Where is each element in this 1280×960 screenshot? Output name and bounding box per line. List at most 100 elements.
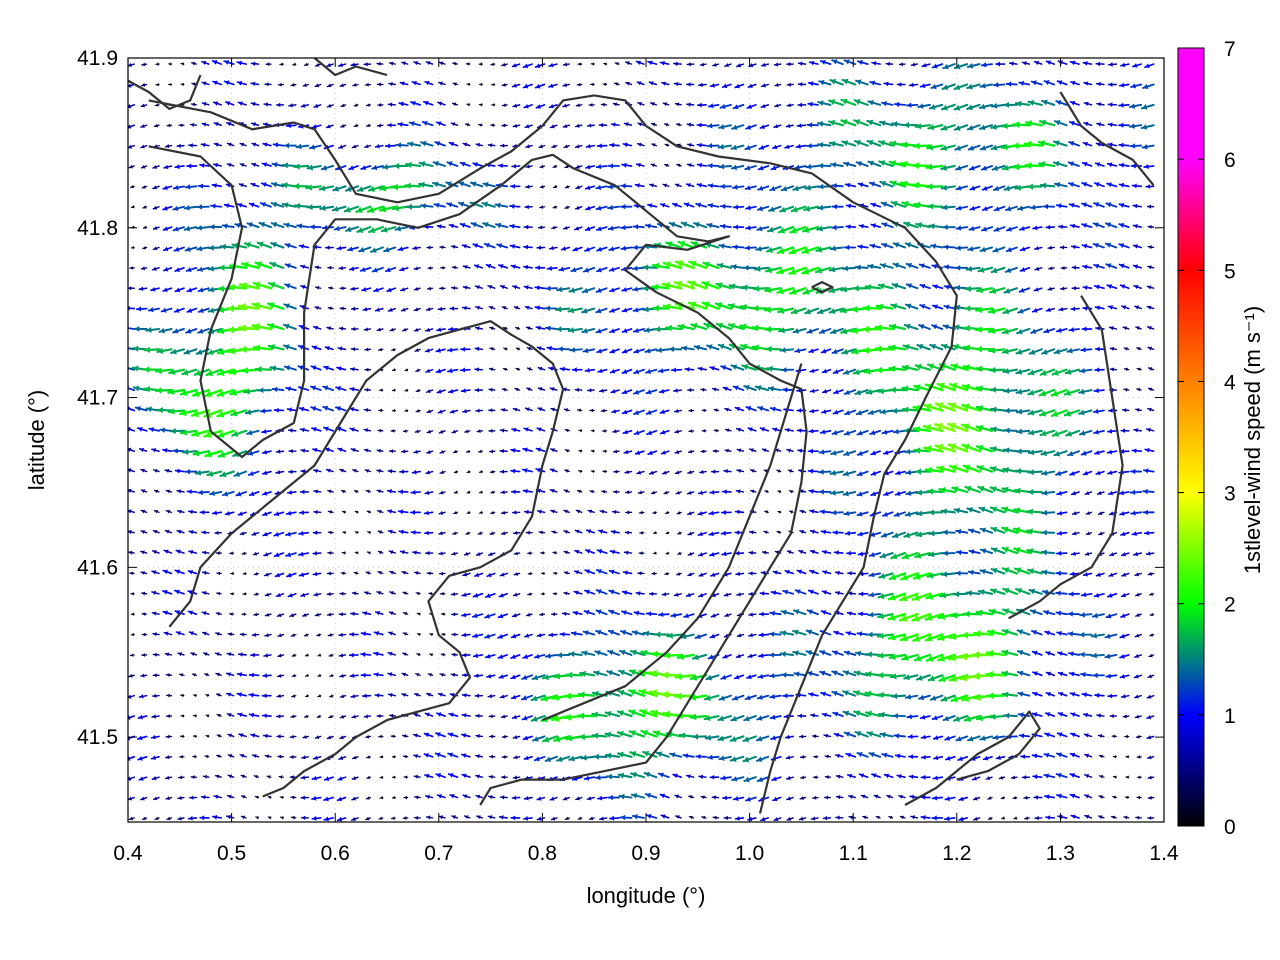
wind-vector xyxy=(551,144,558,149)
wind-vector xyxy=(759,427,770,432)
wind-vector xyxy=(500,407,508,413)
wind-vector xyxy=(789,287,807,295)
wind-vector xyxy=(489,469,496,474)
wind-vector xyxy=(398,101,409,107)
wind-vector xyxy=(1003,185,1018,192)
wind-vector xyxy=(1023,795,1030,800)
wind-vector xyxy=(1096,490,1105,496)
wind-vector xyxy=(580,754,596,761)
wind-vector xyxy=(879,552,894,559)
wind-vector xyxy=(348,165,359,171)
wind-vector xyxy=(818,489,832,495)
wind-vector xyxy=(745,205,757,211)
wind-vector xyxy=(888,323,907,331)
wind-vector xyxy=(1133,694,1142,699)
wind-vector xyxy=(310,365,322,371)
wind-vector xyxy=(536,346,546,351)
wind-vector xyxy=(1112,775,1117,779)
wind-vector xyxy=(152,529,160,534)
wind-vector xyxy=(473,264,484,269)
wind-vector xyxy=(710,469,720,474)
wind-vector xyxy=(537,387,546,392)
wind-vector xyxy=(488,367,496,372)
wind-vector xyxy=(363,714,372,719)
wind-vector xyxy=(271,162,285,168)
wind-vector xyxy=(511,795,521,800)
wind-vector xyxy=(337,62,347,68)
wind-vector xyxy=(366,123,372,128)
wind-vector xyxy=(620,224,633,231)
wind-vector xyxy=(1070,712,1080,717)
wind-vector xyxy=(474,367,484,372)
wind-vector xyxy=(448,223,459,229)
y-axis-title: latitude (°) xyxy=(24,390,49,491)
wind-vector xyxy=(720,365,732,371)
wind-vector xyxy=(323,816,334,822)
wind-vector xyxy=(499,694,508,699)
wind-vector xyxy=(238,282,260,290)
wind-vector xyxy=(523,427,533,432)
wind-vector xyxy=(137,755,148,761)
wind-vector xyxy=(1014,100,1031,107)
wind-vector xyxy=(253,571,260,576)
wind-vector xyxy=(964,485,981,494)
wind-vector xyxy=(300,448,310,453)
wind-vector xyxy=(1078,367,1093,374)
wind-vector xyxy=(441,632,446,637)
wind-vector xyxy=(290,815,297,820)
wind-vector xyxy=(367,531,371,535)
wind-vector xyxy=(685,183,695,188)
wind-vector xyxy=(1002,466,1018,474)
wind-vector xyxy=(664,510,670,515)
wind-vector xyxy=(1118,162,1130,168)
wind-vector xyxy=(1024,162,1043,169)
wind-vector xyxy=(912,425,932,433)
wind-vector xyxy=(389,591,396,595)
wind-vector xyxy=(498,815,508,820)
wind-vector xyxy=(186,489,198,495)
wind-vector xyxy=(1008,61,1018,66)
wind-vector xyxy=(892,428,906,435)
wind-vector xyxy=(719,103,732,110)
wind-vector xyxy=(744,694,757,701)
wind-vector xyxy=(910,815,919,820)
wind-vector xyxy=(391,775,396,779)
wind-vector xyxy=(256,241,273,249)
wind-vector xyxy=(768,631,782,637)
wind-vector xyxy=(903,323,919,331)
wind-vector xyxy=(578,733,596,741)
wind-vector xyxy=(1027,449,1043,456)
wind-vector xyxy=(244,409,260,416)
wind-vector xyxy=(1051,368,1068,376)
wind-vector xyxy=(277,82,285,87)
wind-vector xyxy=(1032,671,1043,677)
wind-vector xyxy=(940,124,956,131)
wind-vector xyxy=(178,123,185,128)
wind-vector xyxy=(378,408,384,413)
wind-vector xyxy=(313,509,322,515)
wind-vector xyxy=(552,592,558,596)
wind-vector xyxy=(423,510,434,516)
wind-vector xyxy=(649,183,658,188)
wind-vector xyxy=(898,612,919,622)
wind-vector xyxy=(466,103,471,107)
wind-vector xyxy=(658,388,670,394)
wind-vector xyxy=(425,389,434,394)
wind-vector xyxy=(436,794,446,799)
wind-vector xyxy=(620,629,633,636)
wind-vector xyxy=(698,592,707,598)
wind-vector xyxy=(350,346,359,352)
wind-vector xyxy=(1002,587,1018,595)
wind-vector xyxy=(650,709,671,718)
wind-vector xyxy=(1045,224,1055,230)
wind-vector xyxy=(436,224,446,229)
wind-vector xyxy=(550,448,558,453)
wind-vector xyxy=(212,101,223,106)
wind-vector xyxy=(792,650,807,657)
wind-vector xyxy=(205,714,210,718)
wind-vector xyxy=(643,771,658,779)
wind-vector xyxy=(953,83,969,91)
wind-vector xyxy=(451,285,459,291)
wind-vector xyxy=(466,510,471,514)
wind-vector xyxy=(155,62,160,66)
